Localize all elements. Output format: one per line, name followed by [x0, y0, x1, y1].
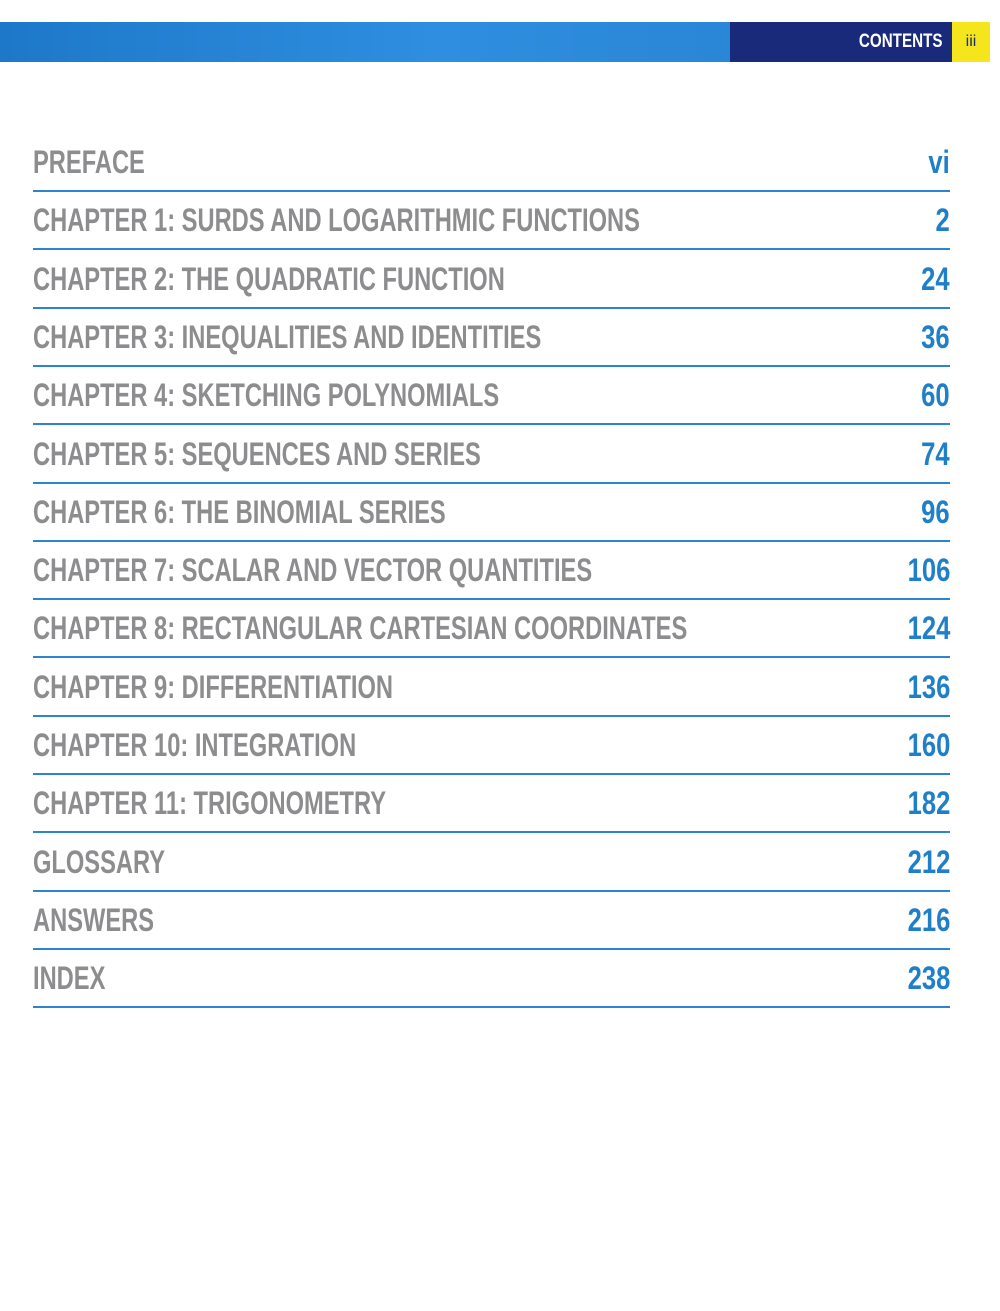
entry-page: 182 — [907, 785, 950, 822]
entry-title: CHAPTER 4: SKETCHING POLYNOMIALS — [33, 377, 500, 414]
section-title: CONTENTS — [858, 31, 942, 52]
entry-title: CHAPTER 1: SURDS AND LOGARITHMIC FUNCTIO… — [33, 202, 640, 239]
entry-title: CHAPTER 2: THE QUADRATIC FUNCTION — [33, 260, 505, 297]
section-band: CONTENTS — [730, 22, 952, 62]
entry-page: 136 — [907, 668, 950, 705]
entry-page: 2 — [935, 202, 950, 239]
entry-page: 160 — [907, 727, 950, 763]
entry-page: 96 — [921, 493, 950, 530]
entry-page: 238 — [907, 960, 950, 997]
entry-title: CHAPTER 10: INTEGRATION — [33, 727, 357, 763]
entry-page: vi — [928, 144, 950, 180]
entry-title: CHAPTER 9: DIFFERENTIATION — [33, 668, 394, 705]
entry-page: 124 — [907, 610, 950, 647]
entry-page: 60 — [921, 377, 950, 414]
entry-title: CHAPTER 6: THE BINOMIAL SERIES — [33, 493, 446, 530]
toc-entry: CHAPTER 6: THE BINOMIAL SERIES 96 — [33, 484, 950, 542]
toc-entry: CHAPTER 9: DIFFERENTIATION 136 — [33, 659, 950, 717]
toc-entry: CHAPTER 7: SCALAR AND VECTOR QUANTITIES 1… — [33, 542, 950, 601]
entry-title: INDEX — [33, 960, 106, 997]
entry-title: CHAPTER 8: RECTANGULAR CARTESIAN COORDIN… — [33, 610, 688, 647]
toc-entry: GLOSSARY 212 — [33, 834, 950, 892]
toc-entry: CHAPTER 1: SURDS AND LOGARITHMIC FUNCTIO… — [33, 192, 950, 251]
toc-entry: CHAPTER 2: THE QUADRATIC FUNCTION 24 — [33, 251, 950, 309]
toc-entry: PREFACE vi — [33, 134, 950, 192]
entry-title: PREFACE — [33, 144, 145, 180]
toc-entry: CHAPTER 3: INEQUALITIES AND IDENTITIES 36 — [33, 309, 950, 367]
entry-title: CHAPTER 5: SEQUENCES AND SERIES — [33, 435, 481, 472]
toc-entry: CHAPTER 11: TRIGONOMETRY 182 — [33, 775, 950, 834]
header-bar — [0, 22, 730, 62]
entry-page: 24 — [921, 260, 950, 297]
toc-entry: CHAPTER 8: RECTANGULAR CARTESIAN COORDIN… — [33, 600, 950, 659]
entry-title: ANSWERS — [33, 901, 155, 938]
toc-entry: ANSWERS 216 — [33, 892, 950, 950]
entry-page: 216 — [907, 901, 950, 938]
entry-title: CHAPTER 7: SCALAR AND VECTOR QUANTITIES — [33, 552, 593, 589]
entry-title: CHAPTER 11: TRIGONOMETRY — [33, 785, 387, 822]
entry-title: GLOSSARY — [33, 843, 166, 880]
entry-page: 212 — [907, 843, 950, 880]
entry-page: 106 — [907, 552, 950, 589]
entry-page: 36 — [921, 318, 950, 355]
toc-entry: CHAPTER 10: INTEGRATION 160 — [33, 717, 950, 775]
toc-entry: INDEX 238 — [33, 950, 950, 1009]
toc-entry: CHAPTER 5: SEQUENCES AND SERIES 74 — [33, 426, 950, 484]
page-number: iii — [952, 22, 990, 62]
entry-title: CHAPTER 3: INEQUALITIES AND IDENTITIES — [33, 318, 542, 355]
entry-page: 74 — [921, 435, 950, 472]
toc-entry: CHAPTER 4: SKETCHING POLYNOMIALS 60 — [33, 367, 950, 426]
